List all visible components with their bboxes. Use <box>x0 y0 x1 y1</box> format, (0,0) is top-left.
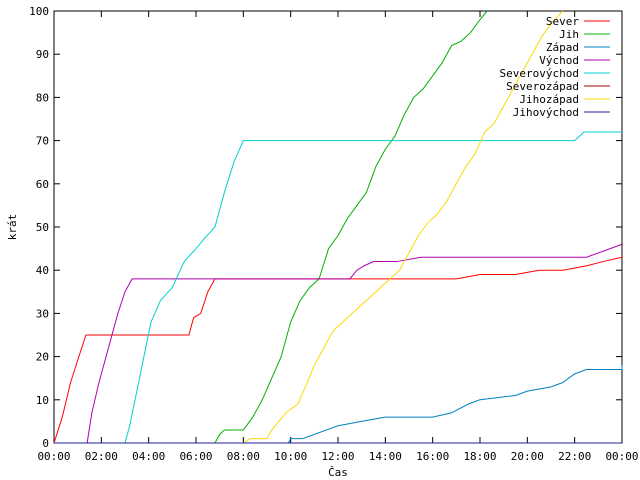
legend-label: Jih <box>559 28 579 41</box>
x-tick-label: 02:00 <box>85 450 118 463</box>
x-tick-label: 04:00 <box>132 450 165 463</box>
x-tick-label: 10:00 <box>274 450 307 463</box>
y-tick-label: 80 <box>36 91 49 104</box>
y-tick-label: 30 <box>36 307 49 320</box>
series-line-4 <box>54 243 623 444</box>
series-line-3 <box>54 365 623 444</box>
y-tick-label: 40 <box>36 264 49 277</box>
x-tick-label: 08:00 <box>227 450 260 463</box>
x-tick-label: 00:00 <box>37 450 70 463</box>
series-line-1 <box>53 256 623 444</box>
y-tick-label: 20 <box>36 351 49 364</box>
x-axis-label: Čas <box>328 466 348 479</box>
x-tick-label: 00:00 <box>605 450 638 463</box>
legend-label: Severozápad <box>506 80 579 93</box>
legend-label: Jihozápad <box>519 93 579 106</box>
axes: 0 10 20 30 40 50 60 70 80 90 100 00:00 02:00 04:00 06:… <box>29 5 638 463</box>
series-line-7 <box>54 10 564 444</box>
series-line-2 <box>54 10 488 444</box>
legend: SeverJihZápadVýchodSeverovýchodSeverozáp… <box>500 15 610 119</box>
x-tick-label: 06:00 <box>179 450 212 463</box>
y-tick-label: 10 <box>36 394 49 407</box>
y-tick-label: 50 <box>36 221 49 234</box>
x-tick-label: 12:00 <box>321 450 354 463</box>
series-lines <box>53 10 623 444</box>
y-tick-label: 100 <box>29 5 49 18</box>
legend-label: Západ <box>546 41 579 54</box>
x-tick-label: 16:00 <box>416 450 449 463</box>
y-tick-label: 60 <box>36 178 49 191</box>
y-axis-label: krát <box>6 214 19 241</box>
legend-label: Sever <box>546 15 579 28</box>
legend-label: Jihovýchod <box>513 106 579 119</box>
legend-label: Východ <box>539 54 579 67</box>
x-tick-label: 14:00 <box>369 450 402 463</box>
y-tick-label: 90 <box>36 48 49 61</box>
x-tick-label: 20:00 <box>511 450 544 463</box>
series-line-5 <box>54 131 622 444</box>
x-tick-label: 18:00 <box>463 450 496 463</box>
legend-label: Severovýchod <box>500 67 579 80</box>
x-tick-label: 22:00 <box>558 450 591 463</box>
y-tick-label: 0 <box>42 437 49 450</box>
y-tick-label: 70 <box>36 135 49 148</box>
